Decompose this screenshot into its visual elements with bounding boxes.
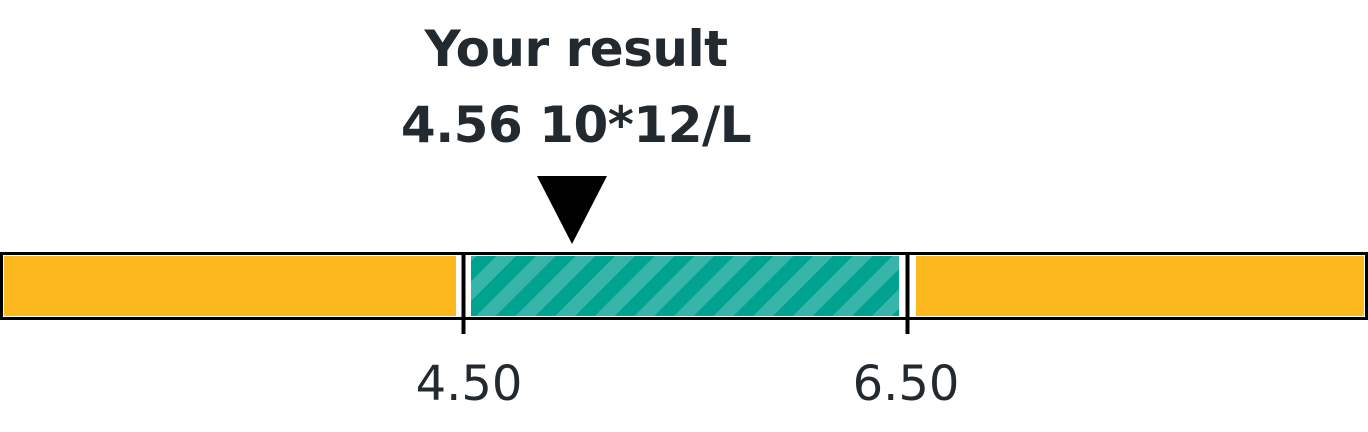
high-boundary-label: 6.50 xyxy=(853,356,960,412)
normal-range-segment xyxy=(471,256,899,316)
above-range-segment xyxy=(916,256,1364,316)
low-boundary-label: 4.50 xyxy=(416,356,523,412)
triangle-down-icon xyxy=(537,176,607,244)
below-range-segment xyxy=(4,256,456,316)
result-title: Your result xyxy=(424,20,728,78)
result-value: 4.56 10*12/L xyxy=(400,96,752,154)
